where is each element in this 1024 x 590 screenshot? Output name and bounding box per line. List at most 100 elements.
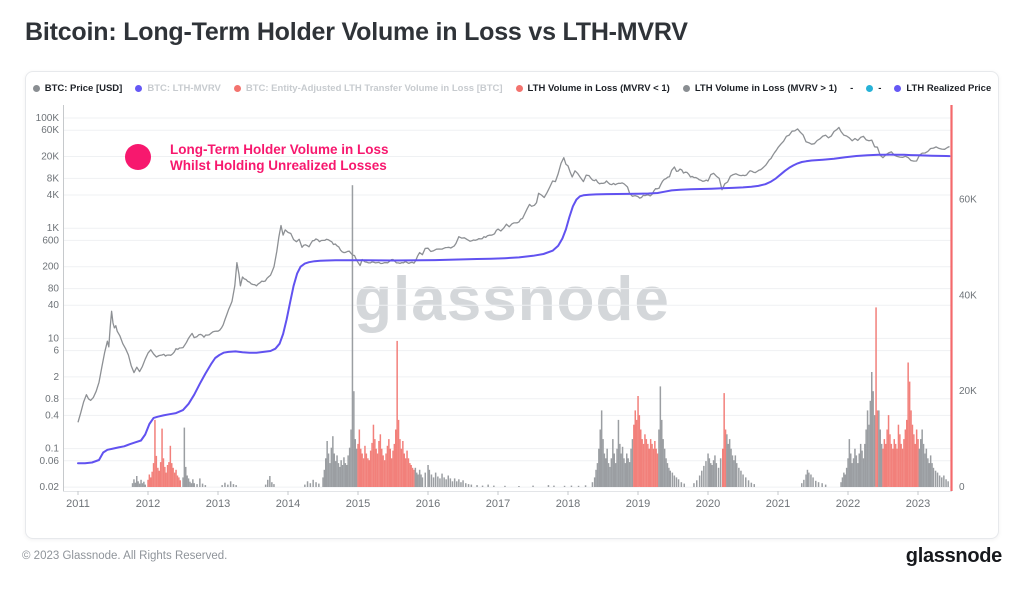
volume-bar[interactable]: [651, 443, 653, 487]
volume-bar[interactable]: [906, 419, 908, 487]
volume-bar[interactable]: [599, 429, 602, 488]
volume-bar[interactable]: [866, 410, 869, 487]
volume-bar[interactable]: [843, 472, 845, 487]
volume-bar[interactable]: [812, 477, 814, 487]
volume-bar[interactable]: [851, 463, 853, 487]
volume-bar[interactable]: [644, 434, 646, 487]
volume-bar[interactable]: [938, 475, 941, 488]
volume-bar[interactable]: [383, 460, 386, 487]
volume-bar[interactable]: [404, 458, 407, 487]
volume-bar[interactable]: [164, 466, 166, 487]
volume-bar[interactable]: [628, 462, 631, 487]
volume-bar[interactable]: [186, 475, 188, 488]
volume-bar[interactable]: [598, 448, 600, 487]
volume-bar[interactable]: [647, 443, 649, 487]
volume-bar[interactable]: [332, 436, 334, 487]
volume-bar[interactable]: [698, 475, 701, 488]
volume-bar[interactable]: [182, 477, 184, 487]
volume-bar[interactable]: [621, 446, 624, 487]
volume-bar[interactable]: [187, 478, 190, 487]
volume-bar[interactable]: [719, 458, 722, 487]
volume-bar[interactable]: [333, 453, 336, 488]
volume-bar[interactable]: [396, 340, 398, 487]
volume-bar[interactable]: [465, 483, 467, 487]
volume-bar[interactable]: [862, 458, 865, 487]
volume-bar[interactable]: [185, 466, 187, 487]
volume-bar[interactable]: [753, 484, 756, 487]
volume-bar[interactable]: [402, 441, 404, 487]
volume-bar[interactable]: [584, 485, 587, 487]
volume-bar[interactable]: [327, 453, 330, 488]
volume-bar[interactable]: [224, 482, 226, 487]
volume-bar[interactable]: [413, 469, 415, 487]
volume-bar[interactable]: [634, 410, 637, 487]
volume-bar[interactable]: [631, 439, 634, 487]
volume-bar[interactable]: [876, 410, 879, 487]
volume-bar[interactable]: [421, 477, 424, 487]
volume-bar[interactable]: [271, 482, 273, 487]
volume-bar[interactable]: [887, 415, 890, 487]
volume-bar[interactable]: [882, 448, 884, 487]
volume-bar[interactable]: [350, 429, 352, 488]
volume-bar[interactable]: [683, 483, 686, 487]
volume-bar[interactable]: [379, 434, 382, 487]
volume-bar[interactable]: [165, 472, 167, 487]
volume-bar[interactable]: [920, 439, 922, 487]
volume-bar[interactable]: [941, 477, 943, 487]
volume-bar[interactable]: [196, 484, 198, 487]
volume-bar[interactable]: [711, 465, 713, 487]
volume-bar[interactable]: [443, 477, 445, 487]
volume-bar[interactable]: [892, 448, 894, 487]
volume-bar[interactable]: [304, 484, 306, 487]
volume-bar[interactable]: [577, 485, 580, 487]
volume-bar[interactable]: [875, 307, 877, 487]
volume-bar[interactable]: [726, 434, 728, 487]
volume-bar[interactable]: [927, 458, 929, 487]
legend-item-6[interactable]: -: [866, 83, 881, 94]
legend-item-1[interactable]: BTC: LTH-MVRV: [135, 83, 221, 94]
volume-bar[interactable]: [407, 458, 410, 487]
volume-bar[interactable]: [445, 479, 447, 487]
volume-bar[interactable]: [476, 485, 478, 487]
volume-bar[interactable]: [665, 458, 667, 487]
volume-bar[interactable]: [136, 476, 138, 487]
volume-bar[interactable]: [362, 458, 365, 487]
volume-bar[interactable]: [728, 439, 731, 487]
volume-bar[interactable]: [190, 483, 193, 487]
volume-bar[interactable]: [460, 482, 462, 487]
volume-bar[interactable]: [893, 439, 896, 487]
volume-bar[interactable]: [144, 484, 147, 487]
volume-bar[interactable]: [617, 419, 620, 487]
volume-bar[interactable]: [354, 439, 357, 487]
volume-bar[interactable]: [168, 462, 170, 487]
volume-bar[interactable]: [221, 485, 223, 487]
volume-bar[interactable]: [355, 448, 358, 487]
volume-bar[interactable]: [929, 455, 932, 487]
volume-bar[interactable]: [417, 474, 419, 488]
volume-bar[interactable]: [344, 463, 347, 487]
volume-bar[interactable]: [945, 479, 947, 487]
volume-bar[interactable]: [736, 463, 738, 487]
volume-bar[interactable]: [630, 448, 632, 487]
volume-bar[interactable]: [269, 476, 271, 487]
volume-bar[interactable]: [432, 477, 435, 487]
volume-bar[interactable]: [329, 463, 331, 487]
volume-bar[interactable]: [715, 463, 718, 487]
volume-bar[interactable]: [229, 481, 232, 487]
volume-bar[interactable]: [392, 450, 394, 487]
volume-bar[interactable]: [204, 485, 207, 487]
volume-bar[interactable]: [668, 467, 670, 487]
volume-bar[interactable]: [633, 424, 635, 487]
volume-bar[interactable]: [347, 455, 349, 487]
volume-bar[interactable]: [351, 185, 354, 487]
volume-bar[interactable]: [808, 472, 810, 487]
volume-bar[interactable]: [654, 441, 656, 487]
volume-bar[interactable]: [171, 463, 173, 487]
legend-item-3[interactable]: LTH Volume in Loss (MVRV < 1): [515, 83, 670, 94]
volume-bar[interactable]: [854, 448, 856, 487]
volume-bar[interactable]: [470, 484, 473, 487]
volume-bar[interactable]: [658, 429, 660, 488]
volume-bar[interactable]: [140, 479, 142, 487]
volume-bar[interactable]: [161, 428, 163, 487]
volume-bar[interactable]: [374, 439, 376, 487]
